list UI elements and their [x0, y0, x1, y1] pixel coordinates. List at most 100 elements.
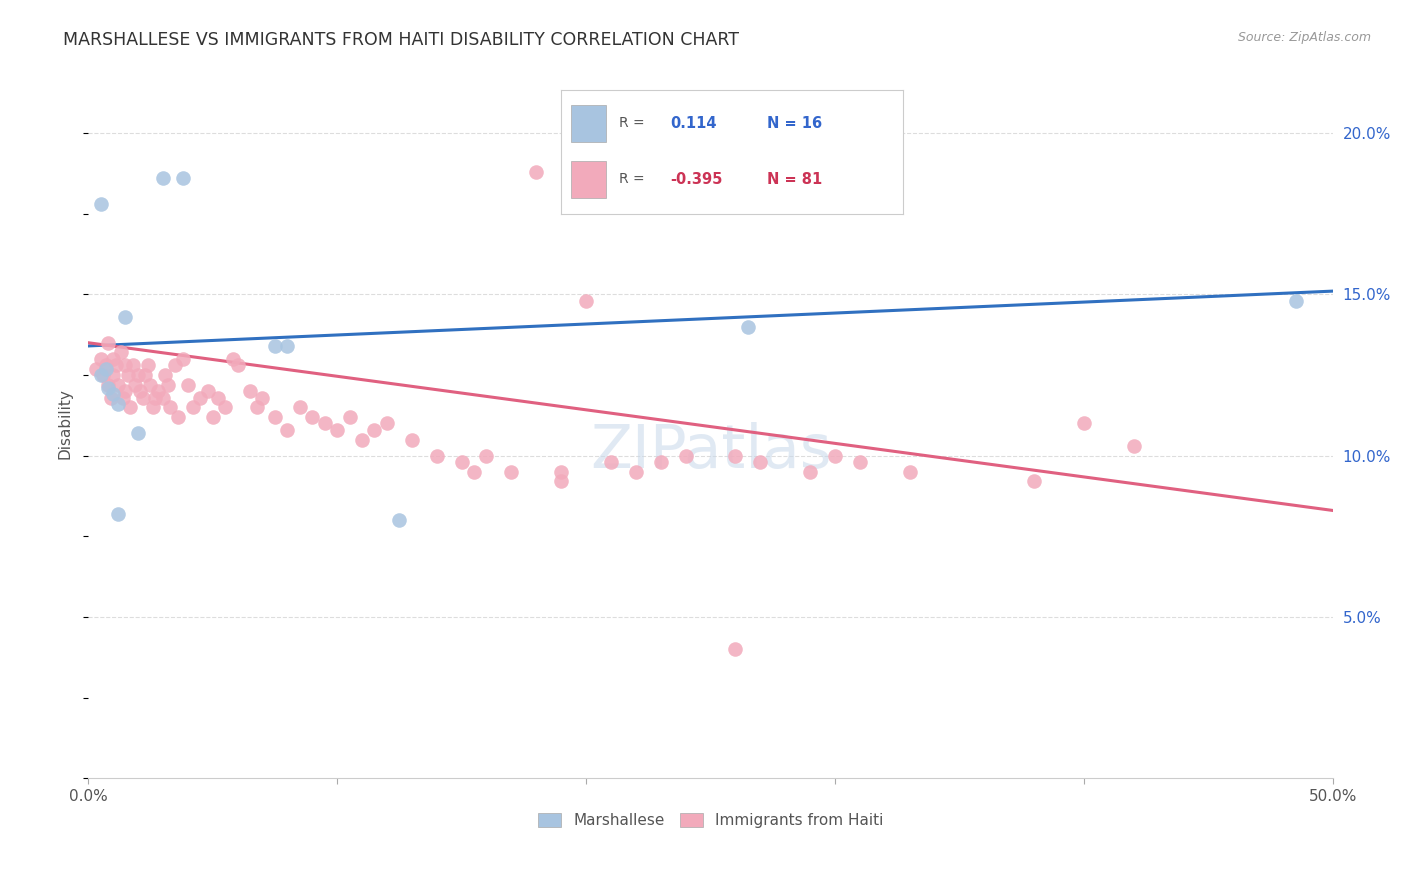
Point	[226, 359, 249, 373]
Point	[107, 377, 129, 392]
Point	[172, 171, 194, 186]
Point	[724, 449, 747, 463]
Point	[188, 391, 211, 405]
Point	[159, 401, 181, 415]
Point	[426, 449, 449, 463]
Point	[263, 409, 285, 424]
Y-axis label: Disability: Disability	[58, 388, 72, 458]
Point	[152, 171, 174, 186]
Point	[97, 377, 120, 392]
Point	[600, 455, 623, 469]
Point	[139, 377, 162, 392]
Point	[501, 465, 523, 479]
Point	[263, 339, 285, 353]
Point	[91, 368, 114, 382]
Point	[156, 377, 179, 392]
Point	[252, 391, 274, 405]
Point	[339, 409, 361, 424]
Point	[97, 335, 120, 350]
Point	[239, 384, 262, 398]
Point	[326, 423, 349, 437]
Point	[90, 351, 112, 366]
Point	[132, 391, 155, 405]
Point	[475, 449, 498, 463]
Point	[849, 455, 872, 469]
Point	[246, 401, 269, 415]
Point	[575, 293, 598, 308]
Point	[107, 507, 129, 521]
Point	[201, 409, 224, 424]
Point	[100, 391, 122, 405]
Text: Source: ZipAtlas.com: Source: ZipAtlas.com	[1237, 31, 1371, 45]
Point	[214, 401, 236, 415]
Point	[145, 391, 167, 405]
Point	[737, 319, 759, 334]
Point	[101, 351, 124, 366]
Point	[824, 449, 846, 463]
Point	[1024, 475, 1046, 489]
Point	[450, 455, 472, 469]
Legend: Marshallese, Immigrants from Haiti: Marshallese, Immigrants from Haiti	[531, 807, 889, 834]
Point	[117, 368, 139, 382]
Point	[350, 433, 373, 447]
Point	[314, 417, 336, 431]
Point	[97, 381, 120, 395]
Point	[90, 368, 112, 382]
Point	[724, 642, 747, 657]
Point	[524, 165, 547, 179]
Point	[114, 359, 136, 373]
Point	[101, 368, 124, 382]
Point	[749, 455, 772, 469]
Point	[1122, 439, 1144, 453]
Point	[221, 351, 243, 366]
Point	[650, 455, 672, 469]
Point	[197, 384, 219, 398]
Point	[129, 384, 152, 398]
Point	[155, 368, 177, 382]
Point	[104, 359, 127, 373]
Point	[152, 391, 174, 405]
Point	[114, 310, 136, 324]
Point	[134, 368, 156, 382]
Point	[276, 423, 298, 437]
Point	[146, 384, 169, 398]
Point	[799, 465, 821, 479]
Text: ZIPatlas: ZIPatlas	[589, 422, 831, 482]
Point	[375, 417, 398, 431]
Point	[172, 351, 194, 366]
Point	[288, 401, 311, 415]
Point	[550, 475, 572, 489]
Point	[166, 409, 188, 424]
Point	[127, 368, 149, 382]
Point	[101, 387, 124, 401]
Point	[463, 465, 485, 479]
Point	[122, 359, 145, 373]
Point	[90, 197, 112, 211]
Point	[1073, 417, 1095, 431]
Point	[136, 359, 159, 373]
Point	[165, 359, 187, 373]
Point	[127, 425, 149, 440]
Point	[675, 449, 697, 463]
Point	[110, 345, 132, 359]
Point	[142, 401, 165, 415]
Point	[94, 361, 117, 376]
Point	[1284, 293, 1306, 308]
Point	[276, 339, 298, 353]
Point	[301, 409, 323, 424]
Point	[388, 513, 411, 527]
Point	[624, 465, 647, 479]
Point	[401, 433, 423, 447]
Point	[107, 397, 129, 411]
Point	[94, 359, 117, 373]
Point	[124, 377, 146, 392]
Point	[120, 401, 142, 415]
Point	[181, 401, 204, 415]
Point	[898, 465, 921, 479]
Point	[550, 465, 572, 479]
Point	[207, 391, 229, 405]
Point	[111, 391, 134, 405]
Text: MARSHALLESE VS IMMIGRANTS FROM HAITI DISABILITY CORRELATION CHART: MARSHALLESE VS IMMIGRANTS FROM HAITI DIS…	[63, 31, 740, 49]
Point	[177, 377, 200, 392]
Point	[363, 423, 385, 437]
